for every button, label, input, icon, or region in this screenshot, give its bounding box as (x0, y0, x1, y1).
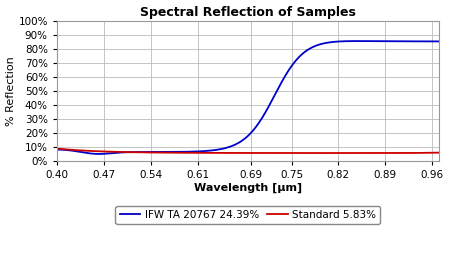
Standard 5.83% (227, 151, 233, 155)
Standard 5.83% (153, 151, 158, 154)
IFW TA 20767 24.39% (342, 39, 348, 43)
IFW TA 20767 24.39% (436, 40, 442, 43)
IFW TA 20767 24.39% (228, 145, 233, 148)
IFW TA 20767 24.39% (122, 151, 128, 154)
Standard 5.83% (122, 150, 127, 154)
IFW TA 20767 24.39% (54, 148, 59, 151)
Legend: IFW TA 20767 24.39%, Standard 5.83%: IFW TA 20767 24.39%, Standard 5.83% (116, 206, 380, 224)
Standard 5.83% (309, 151, 315, 155)
Standard 5.83% (279, 151, 285, 155)
Standard 5.83% (390, 152, 396, 155)
Y-axis label: % Reflection: % Reflection (5, 56, 16, 126)
IFW TA 20767 24.39% (96, 152, 102, 156)
Title: Spectral Reflection of Samples: Spectral Reflection of Samples (140, 6, 356, 19)
IFW TA 20767 24.39% (153, 150, 158, 154)
IFW TA 20767 24.39% (280, 79, 285, 82)
Standard 5.83% (54, 147, 59, 150)
X-axis label: Wavelength [µm]: Wavelength [µm] (194, 183, 302, 193)
IFW TA 20767 24.39% (356, 39, 361, 43)
Line: IFW TA 20767 24.39%: IFW TA 20767 24.39% (57, 41, 439, 154)
Standard 5.83% (436, 151, 442, 154)
Standard 5.83% (342, 151, 347, 155)
Line: Standard 5.83%: Standard 5.83% (57, 148, 439, 153)
IFW TA 20767 24.39% (310, 45, 315, 49)
